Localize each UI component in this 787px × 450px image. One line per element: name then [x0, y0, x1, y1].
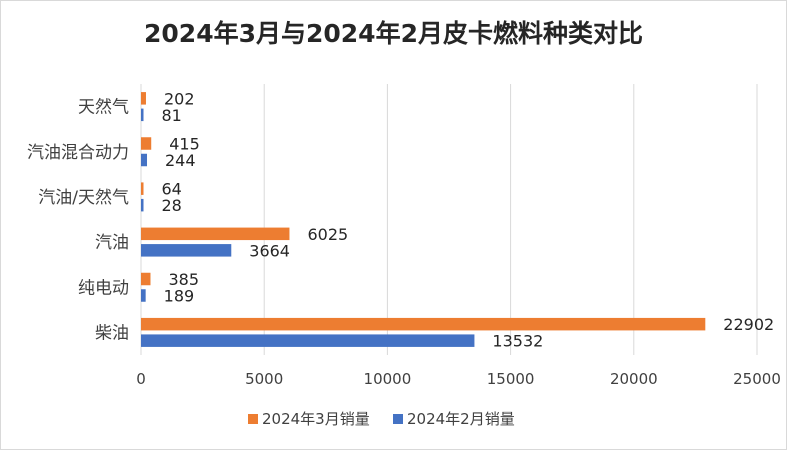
legend-label: 2024年3月销量 [262, 410, 370, 428]
data-label: 28 [162, 196, 182, 215]
bar [141, 108, 144, 122]
bar [141, 317, 706, 331]
legend-swatch [393, 414, 403, 424]
legend-label: 2024年2月销量 [407, 410, 515, 428]
chart-title: 2024年3月与2024年2月皮卡燃料种类对比 [144, 19, 643, 48]
x-tick-label: 0 [136, 370, 146, 388]
legend-swatch [248, 414, 258, 424]
x-tick-label: 15000 [487, 370, 535, 388]
data-label: 64 [162, 180, 182, 199]
category-label: 纯电动 [78, 278, 129, 298]
x-tick-label: 25000 [733, 370, 781, 388]
data-label: 202 [164, 89, 195, 108]
bar [141, 182, 144, 195]
bar [141, 289, 146, 302]
data-label: 13532 [492, 332, 543, 351]
bar [141, 272, 151, 286]
data-label: 415 [169, 135, 200, 154]
bars [141, 92, 706, 347]
data-label: 3664 [249, 241, 290, 260]
category-label: 柴油 [95, 323, 129, 343]
x-tick-label: 5000 [245, 370, 283, 388]
bar [141, 198, 144, 212]
bar [141, 244, 232, 257]
bar [141, 137, 152, 150]
bar [141, 334, 475, 347]
bar [141, 227, 290, 241]
category-label: 汽油混合动力 [27, 143, 129, 163]
data-label: 385 [168, 270, 199, 289]
x-tick-label: 10000 [364, 370, 412, 388]
x-tick-label: 20000 [610, 370, 658, 388]
x-tick-labels: 0 5000 10000 15000 20000 25000 [136, 370, 781, 388]
category-label: 天然气 [78, 98, 129, 118]
data-label: 244 [165, 151, 196, 170]
data-label: 81 [162, 106, 182, 125]
legend: 2024年3月销量 2024年2月销量 [248, 410, 515, 428]
data-label: 6025 [307, 225, 348, 244]
gridlines [140, 84, 758, 355]
data-label: 22902 [723, 315, 774, 334]
bar [141, 92, 146, 105]
bar [141, 153, 148, 167]
data-label: 189 [164, 287, 195, 306]
category-label: 汽油/天然气 [38, 188, 129, 208]
category-label: 汽油 [95, 233, 129, 253]
